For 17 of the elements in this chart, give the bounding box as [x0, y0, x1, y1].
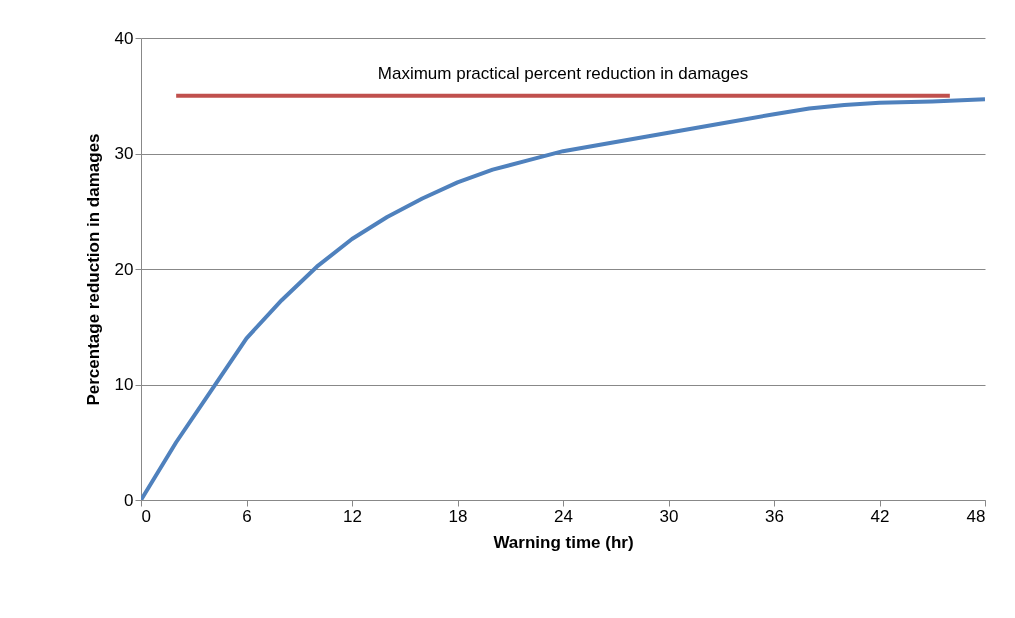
y-tick-label: 30 [114, 144, 134, 163]
x-tick-label: 12 [343, 506, 362, 526]
y-tick-label: 10 [114, 375, 134, 394]
y-axis-title: Percentage reduction in damages [83, 133, 103, 406]
y-tick-label: 40 [114, 28, 134, 48]
series-label: Maximum practical percent reduction in damages [377, 63, 749, 83]
x-tick-label: 24 [554, 506, 573, 526]
x-tick-label: 36 [765, 506, 784, 526]
x-axis-title: Warning time (hr) [493, 532, 634, 552]
x-tick-label: 48 [966, 506, 986, 526]
x-tick-label: 18 [448, 506, 468, 526]
x-tick-label: 0 [141, 506, 151, 526]
y-tick-label: 20 [114, 259, 134, 279]
x-tick-label: 6 [242, 506, 252, 526]
x-tick-label: 42 [870, 506, 890, 526]
y-tick-label: 0 [124, 490, 134, 510]
x-tick-label: 30 [659, 506, 679, 526]
